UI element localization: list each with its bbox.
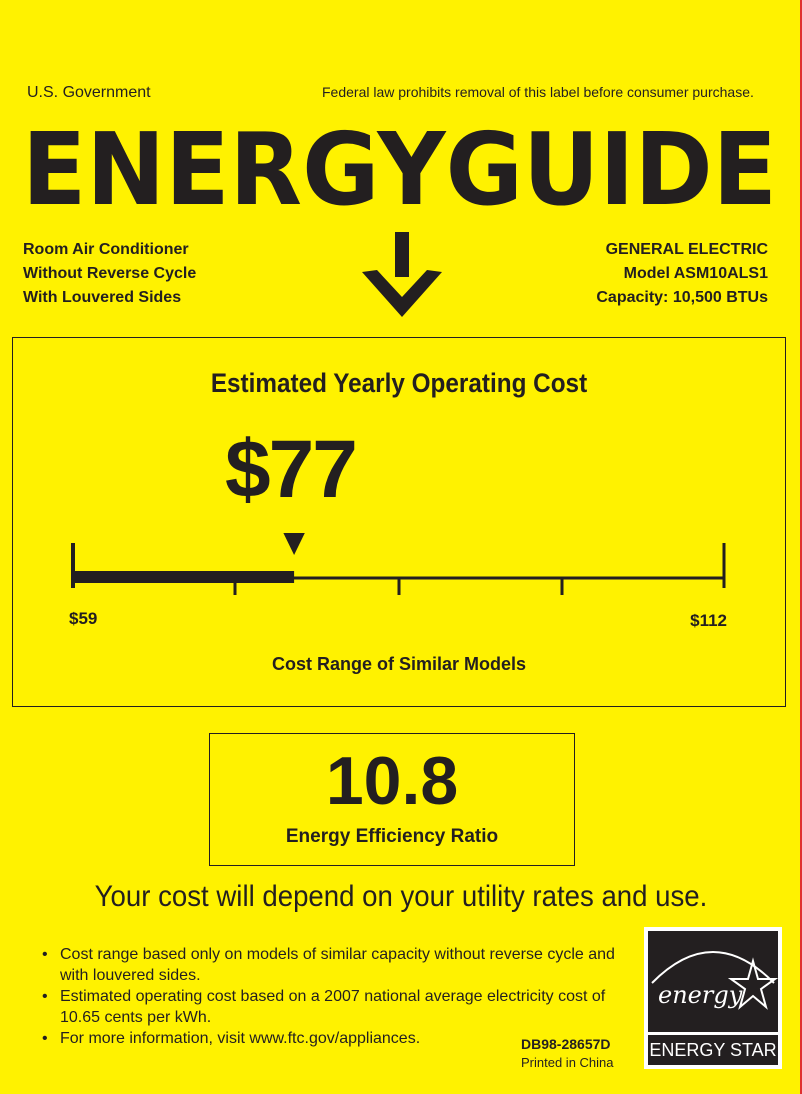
- model: Model ASM10ALS1: [623, 265, 768, 282]
- brand: GENERAL ELECTRIC: [605, 241, 768, 258]
- bullet-item: Cost range based only on models of simil…: [42, 944, 640, 986]
- logo-text: ENERGYGUIDE: [22, 112, 777, 228]
- capacity: Capacity: 10,500 BTUs: [596, 289, 768, 306]
- energy-star-label: ENERGY STAR: [648, 1032, 778, 1061]
- bullet-item: Estimated operating cost based on a 2007…: [42, 986, 640, 1028]
- min-label: $59: [69, 609, 98, 628]
- gov-label: U.S. Government: [27, 84, 151, 101]
- product-type: Room Air Conditioner Without Reverse Cyc…: [23, 238, 196, 310]
- range-label: Cost Range of Similar Models: [271, 654, 527, 674]
- cost-box: Estimated Yearly Operating Cost $77 $59 …: [12, 337, 786, 707]
- label-code: DB98-28657D: [521, 1036, 611, 1052]
- cost-bar-fill: [73, 571, 295, 583]
- eer-box: 10.8 Energy Efficiency Ratio: [209, 733, 575, 866]
- edge-line: [800, 0, 802, 1094]
- cost-marker-icon: [283, 533, 305, 555]
- cost-scale: [71, 533, 726, 595]
- max-label: $112: [690, 611, 727, 630]
- energy-star-icon: energy: [651, 951, 779, 1010]
- bullet-list: Cost range based only on models of simil…: [42, 944, 642, 1049]
- energy-script: energy: [658, 981, 743, 1009]
- product-line: Without Reverse Cycle: [23, 265, 197, 282]
- energy-star-logo: energy ENERGY STAR: [644, 927, 782, 1069]
- cost-title: Estimated Yearly Operating Cost: [210, 368, 588, 398]
- product-line: With Louvered Sides: [23, 289, 182, 306]
- law-notice: Federal law prohibits removal of this la…: [322, 84, 754, 100]
- down-arrow-icon: [362, 270, 442, 317]
- maker-info: GENERAL ELECTRIC Model ASM10ALS1 Capacit…: [596, 238, 768, 310]
- eer-label: Energy Efficiency Ratio: [285, 826, 499, 847]
- bullet-item: For more information, visit www.ftc.gov/…: [42, 1028, 500, 1049]
- energyguide-logo: ENERGYGUIDE: [22, 112, 777, 317]
- printed-in: Printed in China: [521, 1055, 614, 1070]
- product-line: Room Air Conditioner: [23, 241, 189, 258]
- eer-value: 10.8: [325, 743, 459, 819]
- cost-value: $77: [225, 424, 358, 515]
- depend-note: Your cost will depend on your utility ra…: [94, 880, 708, 913]
